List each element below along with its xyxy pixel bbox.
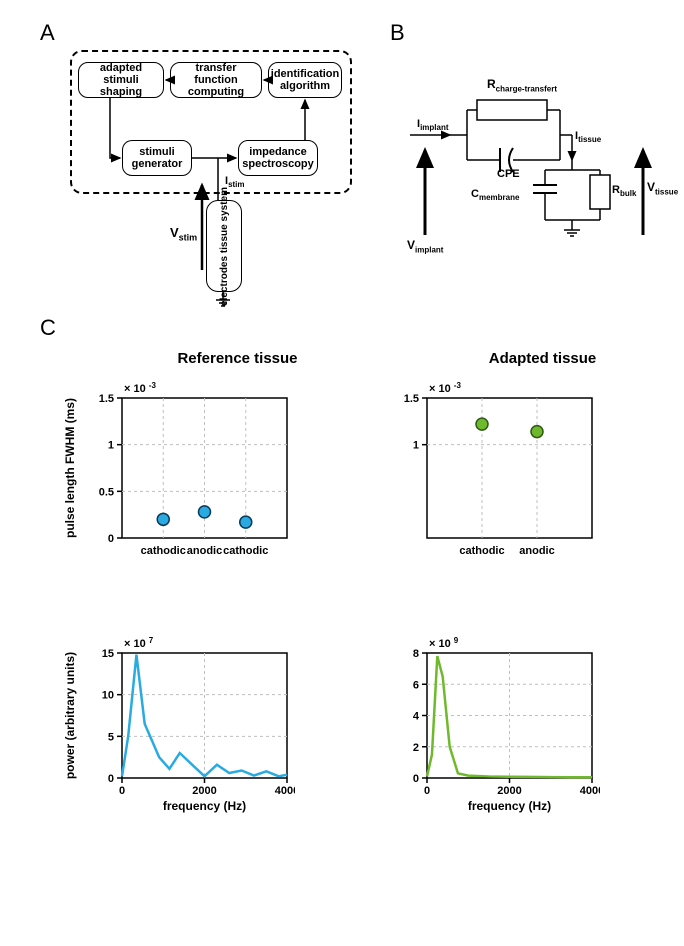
svg-text:1: 1 (413, 440, 419, 452)
svg-text:× 10 7: × 10 7 (124, 636, 154, 651)
svg-text:× 10 9: × 10 9 (429, 636, 459, 651)
svg-text:0: 0 (108, 773, 114, 785)
node-shaping: adapted stimuli shaping (78, 62, 164, 98)
svg-text:1: 1 (108, 440, 114, 452)
svg-text:× 10 -3: × 10 -3 (429, 381, 461, 396)
svg-text:0: 0 (108, 533, 114, 545)
svg-text:cathodic: cathodic (141, 545, 186, 557)
svg-text:power (arbitrary units): power (arbitrary units) (63, 652, 77, 779)
svg-text:frequency (Hz): frequency (Hz) (163, 799, 246, 813)
node-gen: stimuli generator (122, 140, 192, 176)
panel-a-label: A (40, 20, 55, 46)
svg-text:4: 4 (413, 711, 420, 723)
svg-text:1.5: 1.5 (99, 393, 114, 405)
svg-text:0: 0 (424, 785, 430, 797)
itissue-label: Itissue (575, 130, 601, 144)
cpe-label: CPE (497, 168, 520, 180)
rcharge-label: Rcharge-transfert (487, 77, 557, 93)
panel-b-circuit: Rcharge-transfert Iimplant CPE Itissue C… (405, 80, 665, 250)
svg-text:10: 10 (102, 690, 114, 702)
svg-text:cathodic: cathodic (223, 545, 268, 557)
cmem-label: Cmembrane (471, 188, 519, 202)
svg-text:8: 8 (413, 648, 419, 660)
svg-text:4000: 4000 (580, 785, 600, 797)
node-ident: identification algorithm (268, 62, 342, 98)
adapt-power: 0 2 4 6 8 0 2000 4000 × 10 9 frequency (Hz) (365, 633, 600, 813)
vtissue-label: Vtissue (647, 180, 678, 196)
panel-c-label: C (40, 315, 56, 341)
panel-a-diagram: adapted stimuli shaping transfer functio… (70, 50, 370, 280)
ref-title: Reference tissue (120, 350, 355, 367)
svg-text:cathodic: cathodic (459, 545, 504, 557)
node-electrodes: electrodes tissue system (206, 200, 242, 292)
svg-text:× 10 -3: × 10 -3 (124, 381, 156, 396)
svg-text:0: 0 (119, 785, 125, 797)
svg-text:6: 6 (413, 679, 419, 691)
iimplant-label: Iimplant (417, 118, 449, 132)
adapt-title: Adapted tissue (425, 350, 660, 367)
svg-text:anodic: anodic (519, 545, 554, 557)
circuit-svg (405, 80, 665, 260)
node-imp: impedance spectroscopy (238, 140, 318, 176)
adapt-scatter: 1 1.5 cathodic anodic × 10 -3 (365, 378, 600, 573)
istim-label: Istim (225, 175, 245, 189)
svg-text:2000: 2000 (192, 785, 216, 797)
vstim-label: Vstim (170, 225, 197, 243)
svg-text:pulse length FWHM (ms): pulse length FWHM (ms) (63, 398, 77, 538)
svg-text:0.5: 0.5 (99, 486, 114, 498)
svg-text:5: 5 (108, 731, 114, 743)
svg-text:anodic: anodic (187, 545, 222, 557)
svg-text:0: 0 (413, 773, 419, 785)
rbulk-label: Rbulk (612, 184, 636, 198)
svg-text:4000: 4000 (275, 785, 295, 797)
ref-scatter: 0 0.5 1 1.5 cathodicanodiccathodic × 10 -3 pul… (60, 378, 295, 573)
svg-text:1.5: 1.5 (404, 393, 419, 405)
ref-power: 0 5 10 15 0 2000 4000 × 10 7 frequency (Hz) power… (60, 633, 295, 813)
svg-text:15: 15 (102, 648, 114, 660)
panel-b-label: B (390, 20, 405, 46)
svg-text:2000: 2000 (497, 785, 521, 797)
svg-text:2: 2 (413, 742, 419, 754)
panel-c-charts: Reference tissue Adapted tissue 0 0.5 1 1.5 ca… (60, 350, 670, 930)
svg-text:frequency (Hz): frequency (Hz) (468, 799, 551, 813)
node-transfer: transfer function computing (170, 62, 262, 98)
vimplant-label: Vimplant (407, 238, 443, 254)
